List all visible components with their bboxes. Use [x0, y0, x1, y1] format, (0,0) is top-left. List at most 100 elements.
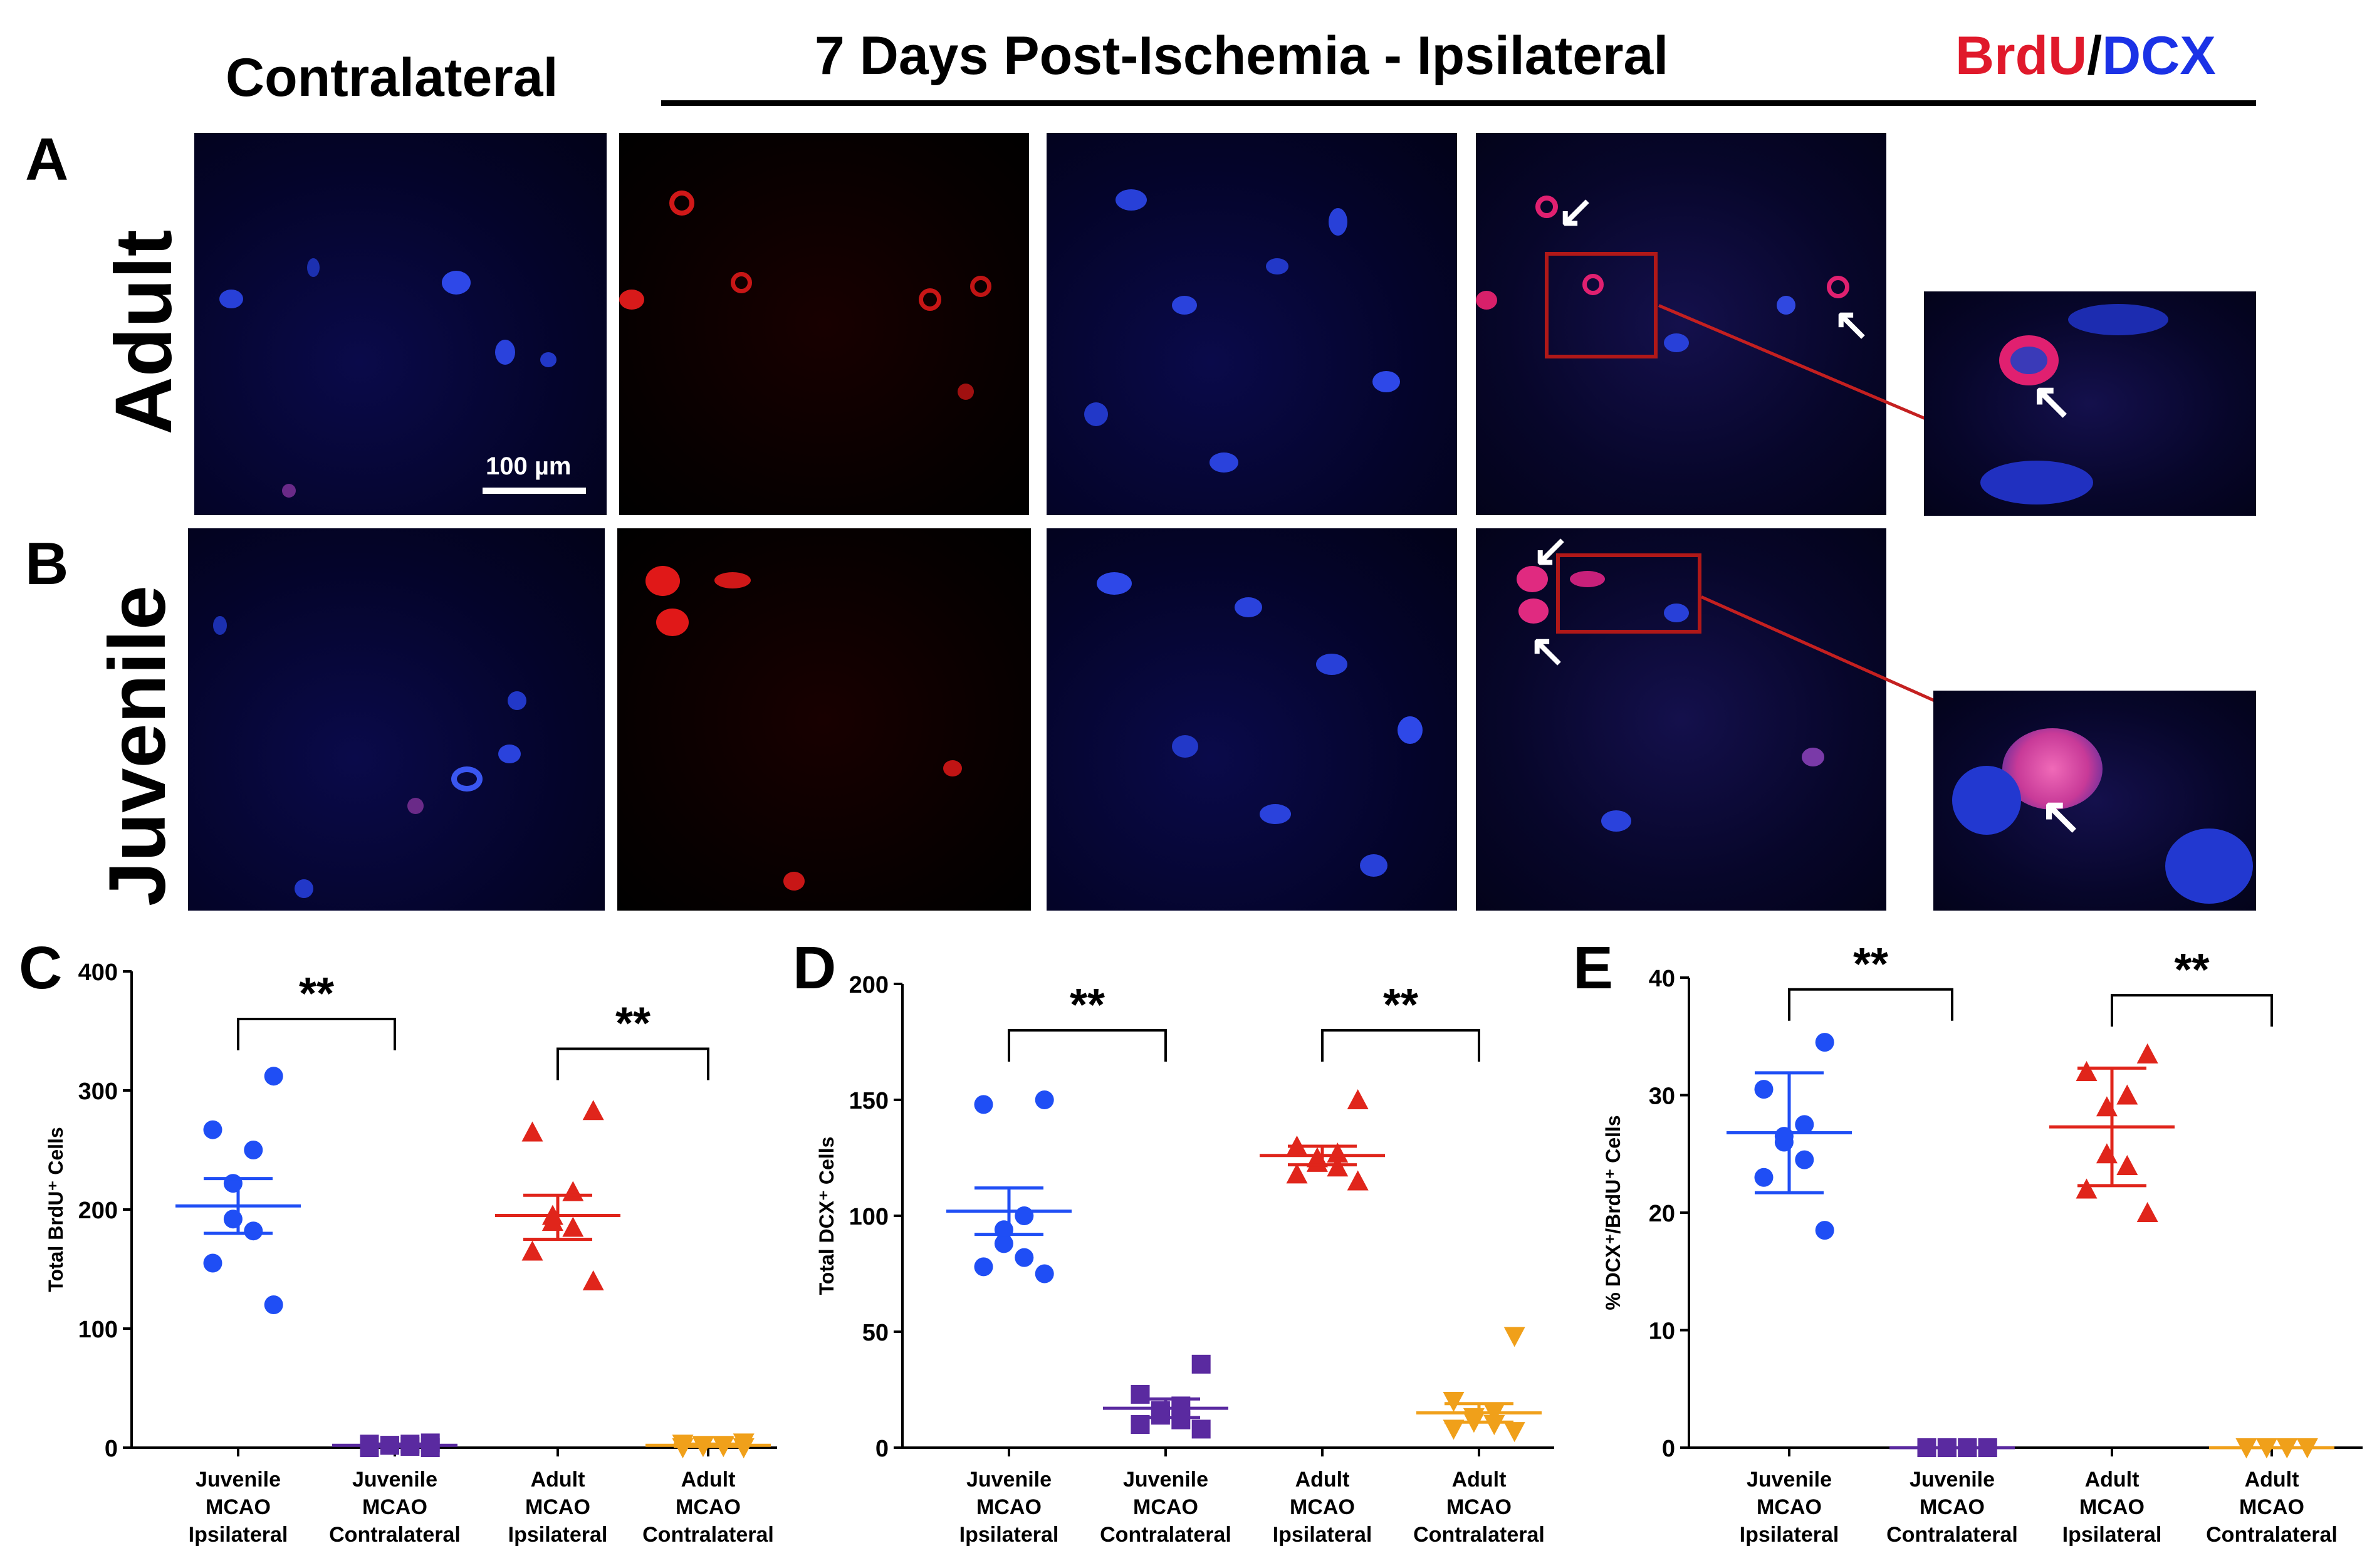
data-point — [1035, 1264, 1054, 1283]
y-tick-label: 0 — [1662, 1436, 1675, 1462]
significance-bracket — [1008, 1029, 1167, 1062]
row-label-juvenile: Juvenile — [93, 585, 182, 907]
y-tick-label: 300 — [78, 1079, 118, 1105]
slash-label: / — [2087, 26, 2103, 86]
data-point — [2076, 1061, 2098, 1081]
x-tick-label: MCAO — [1133, 1495, 1198, 1519]
data-point — [203, 1253, 222, 1273]
x-tick-label: Juvenile — [1123, 1468, 1208, 1492]
adult-brdu-image — [619, 133, 1029, 515]
data-point — [1815, 1033, 1834, 1052]
significance-label: ** — [299, 969, 334, 1019]
juvenile-merge-image: ↙ ↖ — [1476, 528, 1886, 911]
ipsilateral-underline — [661, 100, 2256, 106]
ipsilateral-header: 7 Days Post-Ischemia - Ipsilateral — [815, 26, 1669, 86]
scale-bar-label: 100 µm — [486, 452, 572, 480]
x-tick-label: Juvenile — [352, 1468, 437, 1492]
x-tick-label: MCAO — [1290, 1495, 1355, 1519]
significance-label: ** — [1070, 980, 1105, 1030]
x-tick-label: Contralateral — [329, 1523, 461, 1547]
adult-inset-image: ↖ — [1924, 291, 2256, 516]
x-tick-label: Adult — [2245, 1468, 2299, 1492]
x-tick-label: Juvenile — [1910, 1468, 1995, 1492]
arrow-icon: ↖ — [2040, 788, 2082, 844]
y-tick-label: 50 — [862, 1320, 889, 1346]
data-point — [974, 1257, 993, 1277]
x-tick-label: Ipsilateral — [189, 1523, 288, 1547]
data-point — [994, 1234, 1013, 1253]
data-point — [562, 1216, 584, 1237]
x-tick-label: MCAO — [206, 1495, 271, 1519]
y-axis-label: Total DCX⁺ Cells — [815, 1137, 838, 1295]
contralateral-header: Contralateral — [226, 48, 558, 108]
y-axis-label: Total BrdU⁺ Cells — [44, 1127, 67, 1292]
data-point — [1286, 1163, 1308, 1184]
data-point — [521, 1121, 543, 1142]
data-point — [264, 1295, 283, 1314]
data-point — [521, 1240, 543, 1261]
y-tick-label: 150 — [849, 1088, 889, 1114]
significance-label: ** — [2174, 945, 2209, 995]
adult-contralateral-image: 100 µm — [194, 133, 607, 515]
data-point — [1443, 1392, 1465, 1412]
y-tick-label: 10 — [1649, 1319, 1675, 1345]
data-point — [582, 1270, 604, 1290]
arrow-icon: ↙ — [1557, 187, 1594, 236]
juvenile-inset-image: ↖ — [1933, 691, 2256, 911]
arrow-icon: ↖ — [1833, 300, 1870, 348]
x-tick-label: Contralateral — [1886, 1523, 2018, 1547]
data-point — [2076, 1178, 2098, 1199]
y-tick-label: 40 — [1649, 966, 1675, 992]
roi-box-adult — [1545, 252, 1658, 358]
x-tick-label: Ipsilateral — [959, 1523, 1059, 1547]
data-point — [1171, 1410, 1191, 1429]
x-tick-label: Adult — [681, 1468, 736, 1492]
data-point — [2096, 1143, 2118, 1164]
data-point — [1306, 1151, 1328, 1172]
y-tick-label: 400 — [78, 959, 118, 986]
x-tick-label: Adult — [1295, 1468, 1350, 1492]
data-point — [244, 1141, 263, 1159]
x-tick-label: Contralateral — [1413, 1523, 1545, 1547]
data-point — [1503, 1422, 1525, 1443]
scale-bar — [483, 488, 586, 494]
data-point — [1131, 1384, 1150, 1404]
x-tick-label: MCAO — [1446, 1495, 1512, 1519]
y-tick-label: 200 — [78, 1198, 118, 1224]
significance-bracket — [237, 1018, 396, 1050]
data-point — [1795, 1115, 1814, 1134]
panel-letter-c: C — [19, 934, 63, 1001]
data-point — [1483, 1415, 1505, 1435]
x-tick-label: MCAO — [362, 1495, 427, 1519]
significance-label: ** — [615, 999, 651, 1049]
x-tick-label: MCAO — [2079, 1495, 2145, 1519]
y-tick-label: 20 — [1649, 1201, 1675, 1227]
data-point — [1191, 1419, 1211, 1439]
x-tick-label: Juvenile — [966, 1468, 1052, 1492]
x-tick-label: Adult — [1452, 1468, 1507, 1492]
y-tick-label: 30 — [1649, 1084, 1675, 1110]
panel-letter-e: E — [1573, 934, 1614, 1001]
data-point — [203, 1120, 222, 1139]
x-tick-label: MCAO — [976, 1495, 1042, 1519]
data-point — [2136, 1043, 2158, 1064]
y-tick-label: 100 — [849, 1204, 889, 1230]
x-tick-label: Contralateral — [2206, 1523, 2338, 1547]
chart-d: 0 50 100 150 200 Total DCX⁺ Cells Juvenile MCAO… — [815, 972, 1554, 1547]
x-tick-label: MCAO — [1757, 1495, 1822, 1519]
data-point — [1754, 1168, 1774, 1187]
data-point — [582, 1100, 604, 1121]
x-tick-label: Adult — [531, 1468, 585, 1492]
data-point — [264, 1067, 283, 1086]
adult-dcx-image — [1047, 133, 1457, 515]
x-tick-label: Contralateral — [1100, 1523, 1231, 1547]
stain-legend: BrdU/DCX — [1955, 25, 2216, 87]
x-tick-label: Ipsilateral — [1740, 1523, 1839, 1547]
y-tick-label: 200 — [849, 972, 889, 998]
data-point — [1347, 1170, 1369, 1191]
panel-letter-b: B — [25, 530, 69, 597]
significance-bracket — [556, 1047, 709, 1080]
data-point — [1327, 1142, 1349, 1163]
x-tick-label: Ipsilateral — [1273, 1523, 1372, 1547]
data-point — [2096, 1096, 2118, 1117]
